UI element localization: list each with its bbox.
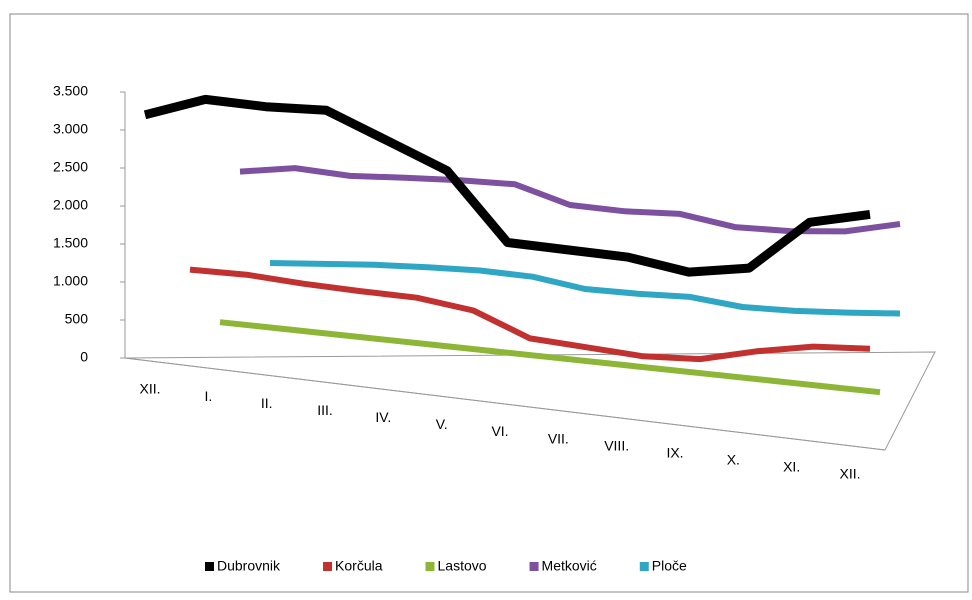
x-tick-label: V. [436, 416, 448, 432]
series-line [269, 260, 901, 317]
series-line [239, 165, 901, 235]
y-tick-label: 1.000 [53, 273, 88, 289]
legend-label: Korčula [335, 558, 383, 574]
x-tick-label: IV. [375, 409, 391, 425]
series-line [219, 319, 881, 396]
x-tick-label: VIII. [604, 437, 629, 453]
chart-border [9, 13, 969, 593]
x-tick-label: II. [261, 395, 273, 411]
y-tick-label: 3.500 [53, 83, 88, 99]
legend-label: Metković [542, 558, 597, 574]
series-line [189, 266, 871, 363]
legend-swatch [205, 562, 214, 571]
legend-swatch [323, 562, 333, 571]
x-tick-label: VI. [491, 423, 508, 439]
x-tick-label: I. [204, 388, 212, 404]
series-line [143, 94, 871, 277]
x-tick-label: VII. [548, 430, 569, 446]
y-tick-label: 0 [80, 349, 88, 365]
legend-swatch [529, 562, 539, 571]
x-tick-label: XII. [839, 466, 860, 482]
y-tick-label: 3.000 [53, 121, 88, 137]
legend-label: Lastovo [438, 558, 487, 574]
legend-swatch [425, 562, 435, 571]
x-axis [124, 357, 886, 451]
y-tick-label: 2.500 [53, 159, 88, 175]
x-tick-label: IX. [666, 444, 683, 460]
y-tick-label: 500 [65, 311, 89, 327]
y-tick-label: 2.000 [53, 197, 88, 213]
legend-swatch [639, 562, 649, 571]
legend-label: Dubrovnik [217, 558, 281, 574]
y-tick-label: 1.500 [53, 235, 88, 251]
legend-label: Ploče [652, 558, 687, 574]
x-tick-label: III. [317, 402, 333, 418]
x-tick-label: XII. [139, 381, 160, 397]
x-tick-label: XI. [783, 459, 800, 475]
x-tick-label: X. [727, 452, 740, 468]
